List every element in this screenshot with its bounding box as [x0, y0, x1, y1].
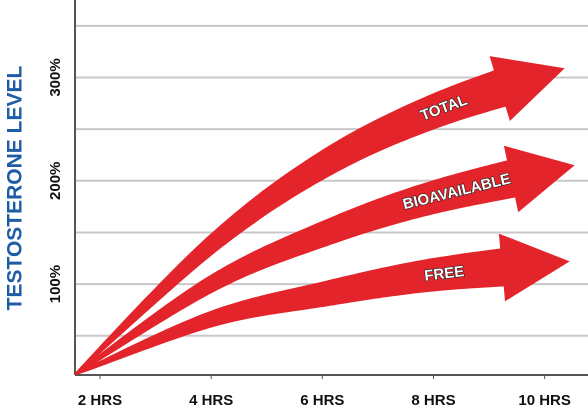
series-label: FREE [423, 263, 465, 285]
arrow [74, 56, 565, 376]
x-tick-label: 10 HRS [518, 392, 571, 409]
x-tick-label: 2 HRS [78, 392, 122, 409]
x-tick-label: 6 HRS [300, 392, 344, 409]
y-tick-label: 300% [47, 58, 64, 96]
y-tick-label: 200% [47, 162, 64, 200]
y-tick-label: 100% [47, 265, 64, 303]
arrow [74, 233, 570, 376]
arrow [74, 145, 575, 376]
x-tick-label: 4 HRS [189, 392, 233, 409]
y-axis-title: TESTOSTERONE LEVEL [4, 66, 27, 311]
x-tick-label: 8 HRS [411, 392, 455, 409]
